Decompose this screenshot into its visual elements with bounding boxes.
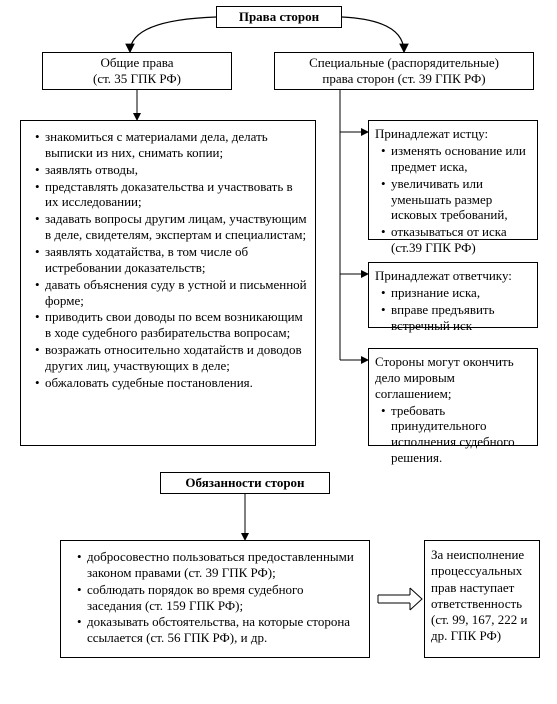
general-rights-list: знакомиться с материалами дела, делать в… (29, 129, 307, 391)
list-item: доказывать обстоятельства, на которые ст… (77, 614, 359, 646)
general-rights-box: знакомиться с материалами дела, делать в… (20, 120, 316, 446)
liability-text: За неисполнение процессуальных прав наст… (431, 547, 528, 643)
settlement-heading: Стороны могут окончить дело мировым согл… (375, 354, 531, 402)
duties-title: Обязанности сторон (185, 475, 304, 490)
list-item: соблюдать порядок во время судебного зас… (77, 582, 359, 614)
col-right-header: Специальные (распорядительные) права сто… (274, 52, 534, 90)
col-left-header: Общие права (ст. 35 ГПК РФ) (42, 52, 232, 90)
defendant-list: признание иска, вправе предъявить встреч… (375, 285, 531, 334)
plaintiff-list: изменять основание или предмет иска, уве… (375, 143, 531, 256)
defendant-box: Принадлежат ответчику: признание иска, в… (368, 262, 538, 328)
list-item: признание иска, (381, 285, 531, 301)
settlement-box: Стороны могут окончить дело мировым согл… (368, 348, 538, 446)
plaintiff-box: Принадлежат истцу: изменять основание ил… (368, 120, 538, 240)
list-item: заявлять ходатайства, в том числе об ист… (35, 244, 307, 276)
list-item: представлять доказательства и участвоват… (35, 179, 307, 211)
duties-list: добросовестно пользоваться предоставленн… (71, 549, 359, 646)
settlement-list: требовать принудительного исполнения суд… (375, 403, 531, 466)
list-item: изменять основание или предмет иска, (381, 143, 531, 175)
list-item: давать объяснения суду в устной и письме… (35, 277, 307, 309)
plaintiff-heading: Принадлежат истцу: (375, 126, 531, 142)
list-item: заявлять отводы, (35, 162, 307, 178)
col-right-line1: Специальные (распорядительные) (281, 55, 527, 71)
duties-title-box: Обязанности сторон (160, 472, 330, 494)
list-item: добросовестно пользоваться предоставленн… (77, 549, 359, 581)
col-right-line2: права сторон (ст. 39 ГПК РФ) (281, 71, 527, 87)
list-item: вправе предъявить встречный иск (381, 302, 531, 334)
list-item: обжаловать судебные постановления. (35, 375, 307, 391)
col-left-line1: Общие права (49, 55, 225, 71)
duties-box: добросовестно пользоваться предоставленн… (60, 540, 370, 658)
top-title-box: Права сторон (216, 6, 342, 28)
list-item: увеличивать или уменьшать размер исковых… (381, 176, 531, 224)
liability-box: За неисполнение процессуальных прав наст… (424, 540, 540, 658)
col-left-line2: (ст. 35 ГПК РФ) (49, 71, 225, 87)
open-arrow-icon (378, 588, 422, 610)
list-item: отказываться от иска (ст.39 ГПК РФ) (381, 224, 531, 256)
top-title: Права сторон (239, 9, 319, 24)
list-item: требовать принудительного исполнения суд… (381, 403, 531, 466)
list-item: возражать относительно ходатайств и дово… (35, 342, 307, 374)
list-item: приводить свои доводы по всем возникающи… (35, 309, 307, 341)
defendant-heading: Принадлежат ответчику: (375, 268, 531, 284)
list-item: задавать вопросы другим лицам, участвующ… (35, 211, 307, 243)
list-item: знакомиться с материалами дела, делать в… (35, 129, 307, 161)
